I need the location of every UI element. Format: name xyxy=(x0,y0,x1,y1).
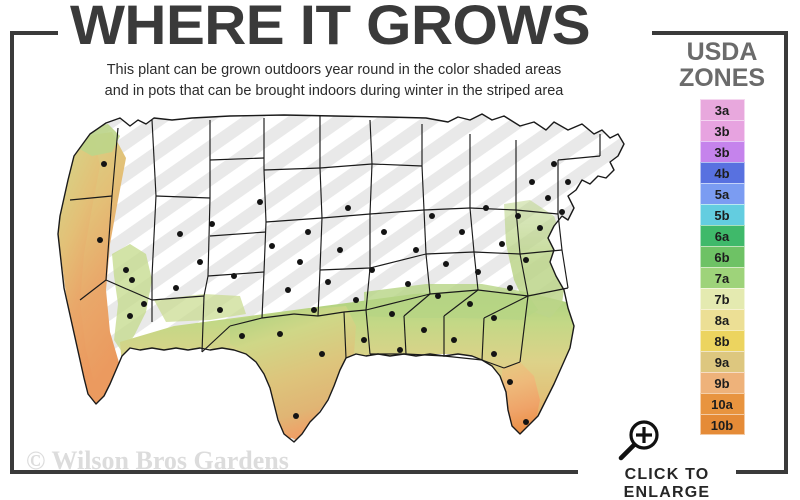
usda-zones-heading: USDA ZONES xyxy=(660,38,784,92)
state-boundaries xyxy=(57,113,625,443)
zone-swatch-8b: 8b xyxy=(699,330,745,351)
zones-label: ZONES xyxy=(678,63,766,92)
zone-swatch-9a: 9a xyxy=(699,351,745,372)
atlantic-seaboard-shading xyxy=(504,200,566,318)
frame-bottom-left-segment xyxy=(10,470,578,474)
subtitle: This plant can be grown outdoors year ro… xyxy=(24,60,644,102)
zone-swatch-7b: 7b xyxy=(699,288,745,309)
frame-left-segment xyxy=(10,31,14,474)
zone-swatch-4b: 4b xyxy=(699,162,745,183)
zone-swatch-3b: 3b xyxy=(699,120,745,141)
map-svg xyxy=(57,113,625,443)
magnifier-svg xyxy=(618,420,659,461)
zone-swatch-10b: 10b xyxy=(699,414,745,435)
frame-top-left-segment xyxy=(10,31,58,35)
southwest-fringe xyxy=(154,294,246,322)
zone-swatch-5b: 5b xyxy=(699,204,745,225)
usda-label: USDA xyxy=(686,38,758,66)
subtitle-line-1: This plant can be grown outdoors year ro… xyxy=(106,62,562,78)
usda-zones-legend: USDA ZONES 3a 3b 3b 4b 5a 5b 6a 6b 7a 7b 8a 8b 9a 9b 1… xyxy=(660,38,784,435)
magnifier-plus-icon[interactable] xyxy=(617,418,663,464)
zone-swatch-7a: 7a xyxy=(699,267,745,288)
mid-south-shading xyxy=(364,284,538,320)
zone-swatch-10a: 10a xyxy=(699,393,745,414)
zone-swatch-list: 3a 3b 3b 4b 5a 5b 6a 6b 7a 7b 8a 8b 9a 9b 10a 10b xyxy=(699,99,745,435)
zone-swatch-5a: 5a xyxy=(699,183,745,204)
map-color-layer xyxy=(58,124,590,440)
click-to-enlarge-label[interactable]: CLICK TO ENLARGE xyxy=(623,466,711,500)
sierra-shading xyxy=(112,244,152,352)
zone-swatch-6b: 6b xyxy=(699,246,745,267)
texas-shading xyxy=(230,306,356,440)
watermark: © Wilson Bros Gardens xyxy=(26,446,289,475)
zone-swatch-8a: 8a xyxy=(699,309,745,330)
zone-swatch-6a: 6a xyxy=(699,225,745,246)
zone-swatch-3a: 3a xyxy=(699,99,745,120)
city-dots xyxy=(97,161,571,425)
frame-bottom-right-segment xyxy=(736,470,788,474)
frame-top-right-segment xyxy=(652,31,788,35)
usda-hardiness-zone-map[interactable] xyxy=(34,104,644,454)
zone-swatch-9b: 9b xyxy=(699,372,745,393)
subtitle-line-2: and in pots that can be brought indoors … xyxy=(104,83,564,100)
page-title: WHERE IT GROWS xyxy=(69,0,591,56)
pacific-coast-core xyxy=(58,136,100,404)
frame-right-segment xyxy=(784,31,788,474)
zone-swatch-3b: 3b xyxy=(699,141,745,162)
